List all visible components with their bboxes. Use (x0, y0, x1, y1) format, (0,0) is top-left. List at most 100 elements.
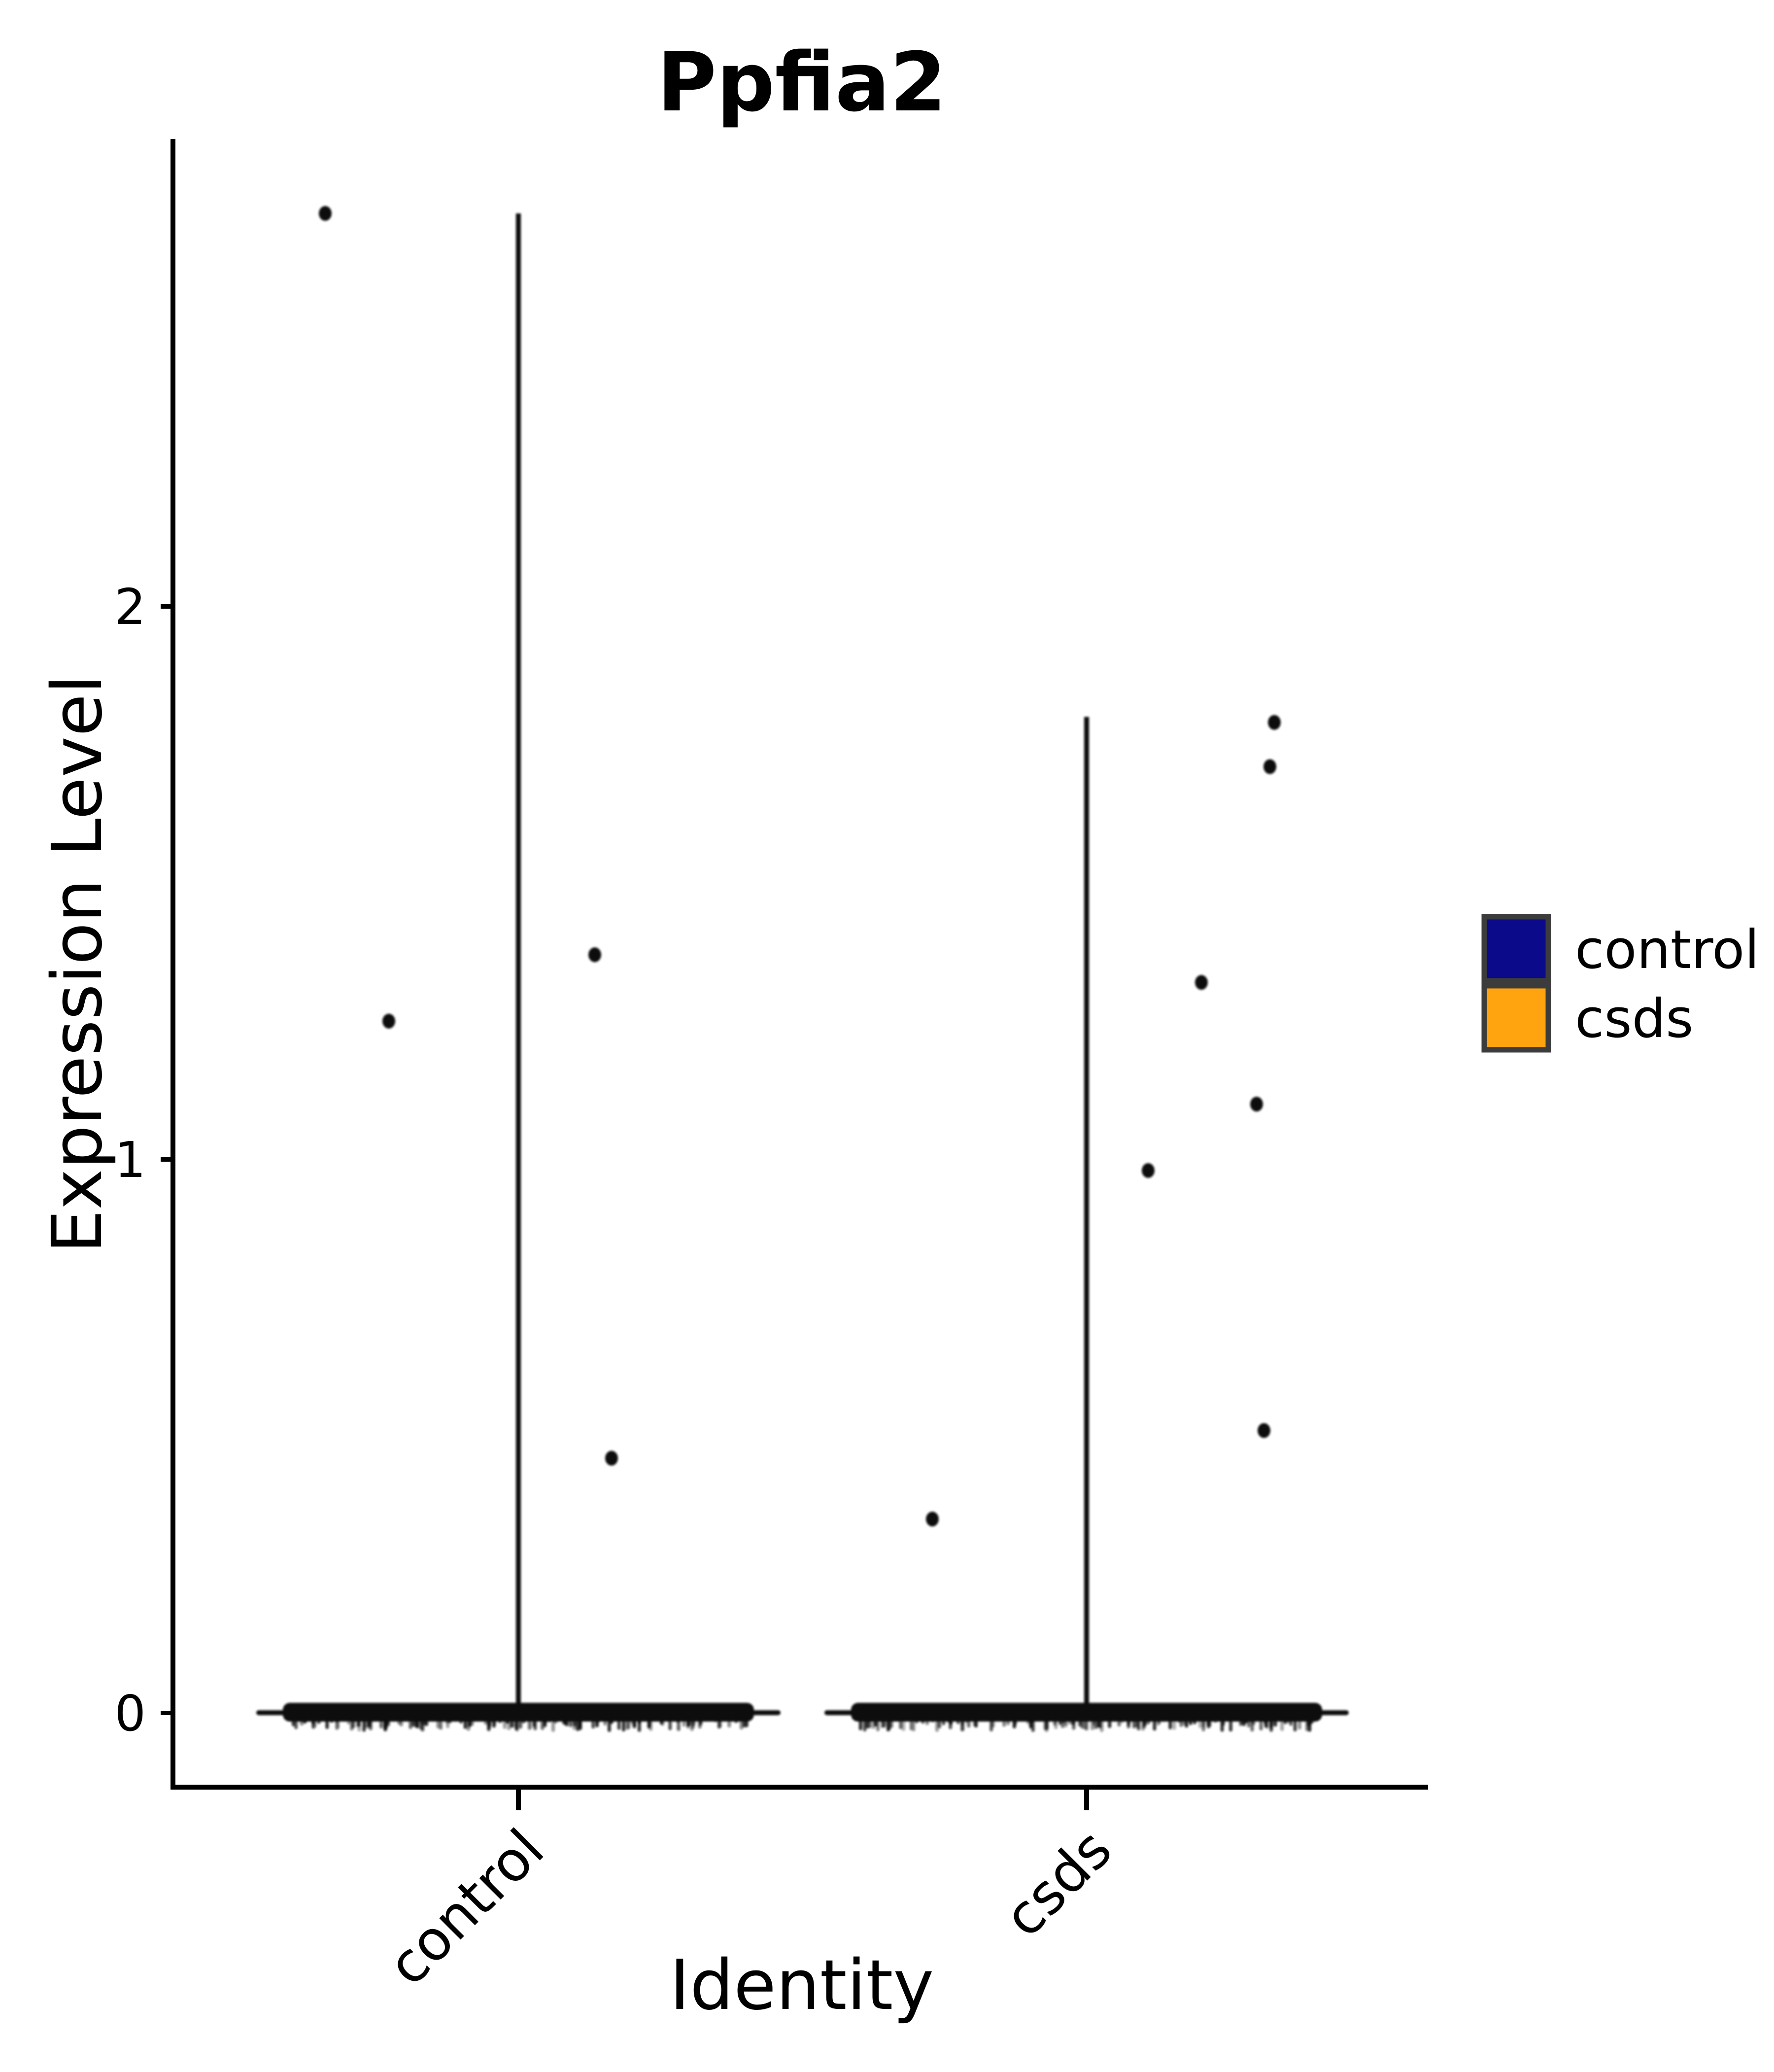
zero-cluster-fuzz (1245, 1719, 1249, 1724)
zero-cluster-fuzz (1002, 1719, 1006, 1727)
legend-label-control: control (1575, 919, 1759, 981)
zero-cluster-fuzz (633, 1719, 637, 1727)
y-axis-title: Expression Level (37, 675, 118, 1253)
zero-cluster-fuzz (603, 1719, 607, 1726)
zero-cluster-fuzz (1058, 1719, 1062, 1725)
x-tick-label-csds: csds (992, 1817, 1124, 1949)
zero-cluster-fuzz (660, 1719, 664, 1725)
legend-label-csds: csds (1575, 988, 1693, 1050)
zero-cluster-fuzz (677, 1719, 681, 1731)
zero-cluster-fuzz (901, 1719, 905, 1731)
zero-cluster-fuzz (544, 1719, 547, 1724)
zero-cluster-fuzz (386, 1719, 390, 1727)
zero-cluster-fuzz (300, 1719, 304, 1726)
zero-cluster-fuzz (1182, 1719, 1186, 1726)
zero-cluster-fuzz (1259, 1719, 1263, 1730)
zero-cluster-fuzz (682, 1719, 686, 1727)
jitter-point-csds (926, 1512, 939, 1527)
zero-cluster-fuzz (307, 1719, 311, 1722)
zero-cluster-fuzz (409, 1719, 412, 1729)
zero-cluster-fuzz (912, 1719, 916, 1731)
zero-cluster-fuzz (880, 1719, 884, 1723)
zero-cluster-fuzz (303, 1719, 307, 1724)
zero-cluster-fuzz (505, 1719, 509, 1722)
zero-cluster-fuzz (686, 1719, 690, 1729)
jitter-point-csds (1142, 1163, 1155, 1178)
zero-cluster-fuzz (931, 1719, 935, 1722)
zero-cluster-fuzz (1038, 1719, 1042, 1722)
zero-cluster-fuzz (866, 1719, 870, 1723)
zero-cluster-fuzz (727, 1719, 731, 1727)
zero-cluster-fuzz (1193, 1719, 1196, 1725)
zero-cluster-fuzz (1287, 1719, 1291, 1724)
zero-cluster-fuzz (399, 1719, 403, 1727)
zero-cluster-fuzz (1305, 1719, 1309, 1731)
zero-cluster-fuzz (1229, 1719, 1233, 1732)
zero-cluster-fuzz (521, 1719, 525, 1724)
zero-cluster-fuzz (436, 1719, 440, 1728)
zero-cluster-fuzz (617, 1719, 621, 1730)
x-tick-csds (1084, 1790, 1089, 1810)
zero-cluster-fuzz (960, 1719, 964, 1726)
zero-cluster-fuzz (742, 1719, 746, 1727)
legend: control csds (1481, 914, 1759, 1053)
zero-cluster-fuzz (463, 1719, 467, 1729)
zero-cluster-fuzz (621, 1719, 625, 1732)
zero-cluster-fuzz (1013, 1719, 1017, 1725)
zero-cluster-fuzz (871, 1719, 875, 1729)
zero-cluster-fuzz (692, 1719, 696, 1726)
x-axis-spine (171, 1785, 1428, 1790)
zero-cluster-fuzz (1135, 1719, 1139, 1728)
jitter-point-csds (1258, 1423, 1270, 1438)
zero-cluster-fuzz (1213, 1719, 1217, 1723)
zero-cluster-fuzz (858, 1719, 862, 1730)
x-tick-control (516, 1790, 521, 1810)
zero-cluster-fuzz (564, 1719, 568, 1725)
zero-cluster-fuzz (610, 1719, 614, 1724)
zero-cluster-fuzz (415, 1719, 419, 1728)
zero-cluster-fuzz (467, 1719, 471, 1731)
zero-cluster-fuzz (638, 1719, 642, 1724)
zero-cluster-fuzz (1189, 1719, 1193, 1725)
zero-cluster-fuzz (942, 1719, 946, 1726)
zero-cluster-fuzz (1072, 1719, 1076, 1730)
zero-cluster-csds (851, 1703, 1322, 1722)
zero-cluster-fuzz (1263, 1719, 1267, 1724)
zero-cluster-fuzz (1078, 1719, 1082, 1726)
zero-cluster-fuzz (533, 1719, 537, 1730)
zero-cluster-fuzz (698, 1719, 702, 1728)
violin-line-csds (1084, 717, 1089, 1711)
jitter-point-control (588, 947, 601, 963)
violin-line-control (516, 213, 521, 1712)
zero-cluster-fuzz (1120, 1719, 1124, 1723)
x-axis-title: Identity (670, 1945, 934, 2026)
zero-cluster-fuzz (1179, 1719, 1183, 1727)
zero-cluster-fuzz (921, 1719, 925, 1724)
jitter-point-csds (1250, 1097, 1263, 1112)
zero-cluster-fuzz (1310, 1719, 1314, 1724)
zero-cluster-fuzz (886, 1719, 890, 1731)
zero-cluster-fuzz (343, 1719, 347, 1722)
zero-cluster-fuzz (1006, 1719, 1010, 1726)
zero-cluster-fuzz (1031, 1719, 1035, 1732)
zero-cluster-fuzz (1239, 1719, 1243, 1726)
zero-cluster-fuzz (1250, 1719, 1254, 1723)
zero-cluster-fuzz (967, 1719, 971, 1727)
zero-cluster-fuzz (492, 1719, 496, 1728)
jitter-point-csds (1263, 759, 1276, 774)
jitter-point-control (605, 1450, 618, 1466)
zero-cluster-fuzz (952, 1719, 955, 1722)
zero-cluster-fuzz (668, 1719, 672, 1730)
zero-cluster-fuzz (740, 1719, 744, 1729)
y-tick-label-1: 1 (114, 1131, 146, 1189)
zero-cluster-fuzz (498, 1719, 502, 1724)
zero-cluster-fuzz (863, 1719, 867, 1731)
zero-cluster-fuzz (294, 1719, 298, 1729)
zero-cluster-fuzz (1045, 1719, 1049, 1732)
zero-cluster-fuzz (484, 1719, 488, 1725)
zero-cluster-fuzz (1147, 1719, 1151, 1722)
zero-cluster-fuzz (1297, 1719, 1301, 1729)
zero-cluster-fuzz (591, 1719, 595, 1728)
y-axis-spine (171, 139, 175, 1789)
